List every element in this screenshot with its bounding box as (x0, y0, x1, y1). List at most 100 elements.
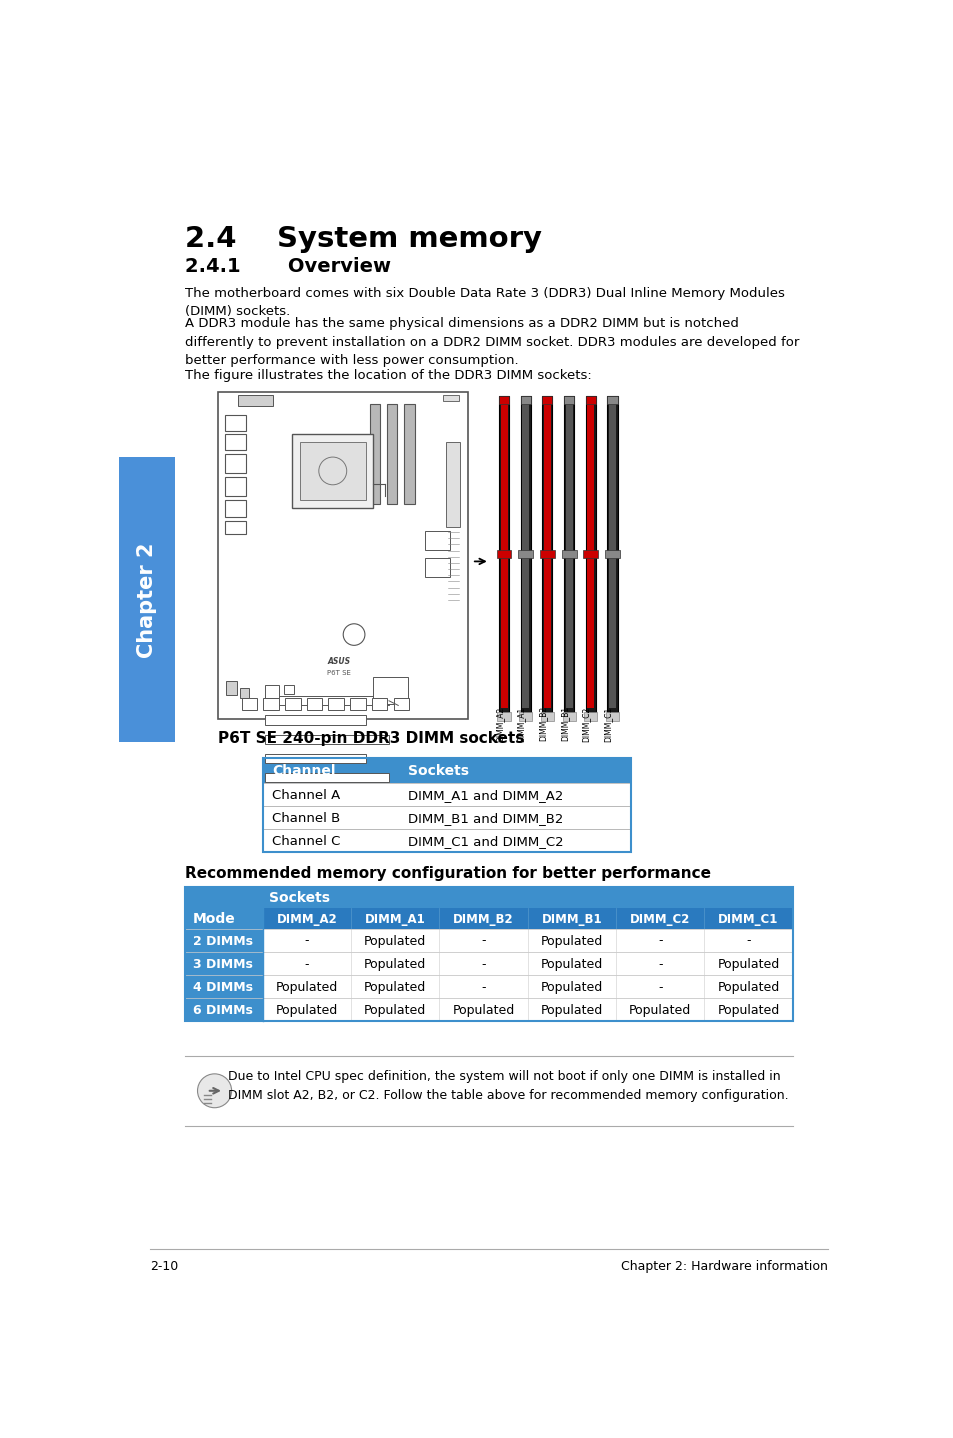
Bar (262, 758, 630, 784)
Bar (520, 395, 530, 712)
Bar (542, 395, 552, 404)
Bar (284, 684, 294, 695)
Text: Populated: Populated (717, 958, 779, 971)
Text: Populated: Populated (364, 958, 426, 971)
Text: P6T SE 240-pin DDR3 DIMM sockets: P6T SE 240-pin DDR3 DIMM sockets (218, 731, 524, 746)
Bar (263, 697, 278, 710)
Text: Populated: Populated (717, 1004, 779, 1017)
Bar (265, 735, 389, 743)
Bar (543, 404, 550, 707)
Text: Populated: Populated (275, 1004, 337, 1017)
Bar (563, 395, 574, 712)
Text: DIMM_A2: DIMM_A2 (495, 706, 503, 742)
Bar (265, 696, 389, 706)
Bar (587, 404, 594, 707)
Bar (328, 697, 344, 710)
Text: 3 DIMMs: 3 DIMMs (193, 958, 253, 971)
Text: -: - (480, 981, 485, 994)
Text: Mode: Mode (193, 912, 235, 926)
Bar (185, 952, 262, 975)
Bar (585, 395, 596, 712)
Text: -: - (658, 981, 661, 994)
Text: 2-10: 2-10 (150, 1260, 178, 1273)
Bar (518, 712, 532, 720)
Bar (565, 404, 572, 707)
Bar (583, 549, 598, 558)
Bar (224, 477, 246, 496)
Bar (607, 395, 617, 712)
Bar (307, 697, 322, 710)
Bar (262, 830, 630, 853)
Text: DIMM_C2: DIMM_C2 (581, 706, 590, 742)
Text: 2 DIMMs: 2 DIMMs (193, 935, 253, 948)
Bar (262, 907, 792, 929)
Bar (224, 500, 246, 516)
Bar (373, 677, 408, 703)
Text: Populated: Populated (452, 1004, 514, 1017)
Bar (224, 416, 246, 430)
Text: A DDR3 module has the same physical dimensions as a DDR2 DIMM but is notched
dif: A DDR3 module has the same physical dime… (185, 318, 799, 367)
Bar (237, 395, 273, 406)
Text: DIMM_C2: DIMM_C2 (629, 913, 690, 926)
Text: Channel B: Channel B (272, 812, 340, 825)
Bar (386, 404, 397, 503)
Bar (561, 549, 576, 558)
Bar (350, 697, 365, 710)
Bar (185, 887, 792, 1021)
Bar (605, 712, 618, 720)
Bar (542, 395, 552, 712)
Bar (563, 395, 574, 404)
Text: -: - (658, 958, 661, 971)
Bar (224, 434, 246, 450)
Bar (240, 689, 249, 697)
Text: The figure illustrates the location of the DDR3 DIMM sockets:: The figure illustrates the location of t… (185, 370, 591, 383)
Bar (369, 404, 380, 503)
Bar (285, 697, 300, 710)
Text: -: - (304, 935, 309, 948)
Bar (262, 807, 630, 830)
Bar (521, 404, 529, 707)
Bar (500, 404, 507, 707)
Bar (262, 929, 792, 952)
Bar (607, 395, 617, 404)
Text: Chapter 2: Chapter 2 (137, 542, 157, 657)
Text: 2.4.1       Overview: 2.4.1 Overview (185, 257, 391, 276)
Text: DIMM_B2: DIMM_B2 (537, 706, 547, 742)
Text: The motherboard comes with six Double Data Rate 3 (DDR3) Dual Inline Memory Modu: The motherboard comes with six Double Da… (185, 286, 784, 318)
Text: Populated: Populated (540, 935, 602, 948)
Bar (185, 907, 262, 929)
Bar (262, 784, 630, 807)
Text: Channel: Channel (272, 764, 335, 778)
Bar (425, 558, 450, 577)
Text: P6T SE: P6T SE (326, 670, 350, 676)
Bar (262, 758, 630, 853)
Text: DIMM_B2: DIMM_B2 (453, 913, 514, 926)
Bar (403, 404, 415, 503)
Text: Recommended memory configuration for better performance: Recommended memory configuration for bet… (185, 866, 710, 880)
Bar (497, 712, 510, 720)
Text: Populated: Populated (364, 1004, 426, 1017)
Bar (299, 441, 365, 500)
Bar (443, 395, 458, 401)
Bar (292, 434, 373, 508)
Bar (185, 929, 262, 952)
Bar (185, 998, 262, 1021)
Text: Sockets: Sockets (269, 892, 330, 906)
Bar (224, 453, 246, 473)
Text: DIMM_A2: DIMM_A2 (276, 913, 336, 926)
Bar (262, 998, 792, 1021)
Text: Populated: Populated (364, 935, 426, 948)
Bar (262, 952, 792, 975)
Bar (241, 697, 257, 710)
Bar (224, 521, 246, 535)
Bar (372, 697, 387, 710)
Bar (425, 531, 450, 549)
Text: Sockets: Sockets (407, 764, 468, 778)
Bar (540, 712, 554, 720)
Bar (498, 395, 509, 712)
Bar (498, 395, 509, 404)
Text: DIMM_C1 and DIMM_C2: DIMM_C1 and DIMM_C2 (407, 835, 562, 848)
Bar (562, 712, 575, 720)
Text: Populated: Populated (628, 1004, 691, 1017)
Bar (265, 754, 365, 764)
